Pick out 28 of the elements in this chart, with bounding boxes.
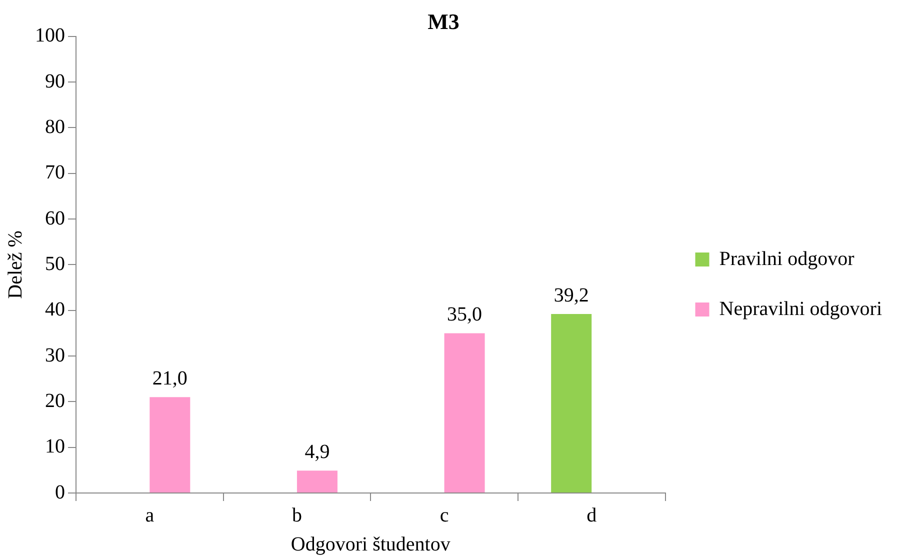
data-label: 39,2 xyxy=(554,284,589,306)
y-tick-label: 100 xyxy=(35,24,65,47)
y-tick-label: 10 xyxy=(45,436,65,458)
bar xyxy=(150,397,190,492)
legend-label: Pravilni odgovor xyxy=(719,248,855,270)
x-tick-label: b xyxy=(292,504,302,526)
data-label: 4,9 xyxy=(304,440,330,463)
chart-title: M3 xyxy=(428,8,460,34)
y-tick-label: 90 xyxy=(45,70,65,92)
y-tick-label: 80 xyxy=(45,116,65,138)
x-tick-label: d xyxy=(586,504,597,526)
y-axis-title: Delež % xyxy=(4,230,26,299)
y-tick-label: 70 xyxy=(45,162,65,184)
bar xyxy=(296,470,338,492)
y-tick-label: 60 xyxy=(45,207,65,230)
x-tick-label: a xyxy=(145,504,154,526)
y-tick-label: 40 xyxy=(45,298,65,321)
x-tick-label: c xyxy=(440,504,449,526)
legend-label: Nepravilni odgovori xyxy=(719,298,882,320)
y-tick-label: 20 xyxy=(45,390,65,412)
bar xyxy=(444,333,485,492)
data-label: 21,0 xyxy=(152,367,188,390)
data-label: 35,0 xyxy=(447,303,482,326)
bar xyxy=(551,314,592,492)
y-tick-label: 50 xyxy=(45,252,65,275)
y-tick-label: 0 xyxy=(55,481,65,504)
y-tick-label: 30 xyxy=(45,344,65,366)
x-axis-title: Odgovori študentov xyxy=(290,533,450,556)
